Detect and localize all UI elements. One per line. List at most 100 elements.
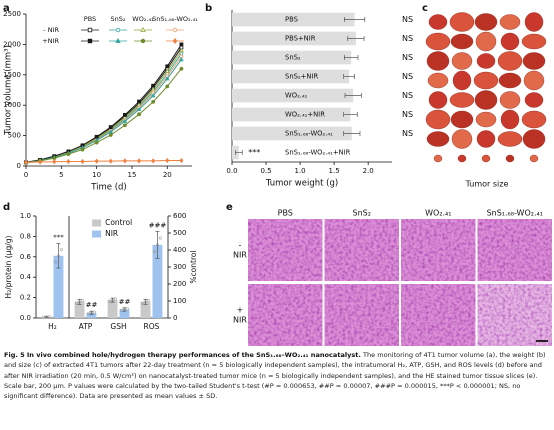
y2-tick-label: 100 xyxy=(173,297,186,305)
sample-dot xyxy=(53,260,58,264)
marker xyxy=(122,158,127,164)
legend-row: +NIR xyxy=(42,37,59,45)
y2-tick-label: 500 xyxy=(173,229,186,237)
bar xyxy=(152,244,163,318)
histology-image xyxy=(401,219,476,281)
marker xyxy=(179,157,184,164)
histology-image xyxy=(477,219,552,281)
y-tick-label: 2500 xyxy=(3,10,21,18)
sample-dot xyxy=(125,307,129,311)
marker xyxy=(137,99,141,104)
sample-dot xyxy=(42,315,46,319)
marker xyxy=(150,87,156,92)
marker xyxy=(179,42,184,47)
bar xyxy=(107,300,118,318)
series-line xyxy=(25,68,182,164)
marker xyxy=(108,125,113,129)
tumor xyxy=(428,14,448,30)
tumor xyxy=(521,33,547,50)
category-label: PBS+NIR xyxy=(285,35,316,43)
tumor xyxy=(505,154,515,163)
legend-column: WO₂.₄₁ xyxy=(132,15,154,23)
histology-image xyxy=(477,284,552,346)
significance: NS xyxy=(402,72,413,81)
panel-label: b xyxy=(205,3,212,14)
tumor xyxy=(500,32,520,51)
row-label: NIR xyxy=(233,316,247,325)
legend-marker xyxy=(87,27,93,33)
tumor xyxy=(524,92,544,108)
bar xyxy=(232,69,350,84)
marker xyxy=(136,106,142,112)
annotation: ## xyxy=(86,301,98,309)
tumor xyxy=(427,72,449,89)
tumor xyxy=(450,110,474,129)
tumor xyxy=(476,53,496,69)
caption-label: Fig. 5 xyxy=(4,351,25,359)
sample-dot xyxy=(47,315,52,319)
marker xyxy=(150,93,156,98)
significance: NS xyxy=(402,15,413,24)
caption-body: The monitoring of 4T1 tumor volume (a), … xyxy=(4,351,546,401)
sample-dot xyxy=(144,300,148,304)
marker xyxy=(151,158,156,164)
tumor xyxy=(529,154,539,163)
annotation: *** xyxy=(53,234,64,242)
panel-label: e xyxy=(226,202,233,213)
bar xyxy=(232,50,352,65)
y-tick-label: 1.0 xyxy=(20,212,31,220)
x-tick-label: 1.5 xyxy=(329,167,340,175)
figure-panels: a b c d e Tumor size 0500100015002000250… xyxy=(3,3,552,346)
x-tick-label: 2.0 xyxy=(363,167,374,175)
histology-image xyxy=(324,284,399,346)
y2-tick-label: 0 xyxy=(173,314,177,322)
significance: *** xyxy=(248,148,260,157)
series-line xyxy=(25,160,182,163)
y2-tick-label: 300 xyxy=(173,263,186,271)
tumor xyxy=(522,52,546,70)
significance: NS xyxy=(402,34,413,43)
column-label: PBS xyxy=(278,209,293,218)
histology-image xyxy=(324,219,399,281)
x-tick-label: 0.5 xyxy=(260,167,271,175)
x-tick-label: 1.0 xyxy=(295,167,306,175)
category-label: SnS₂ xyxy=(285,54,301,62)
marker xyxy=(151,83,156,88)
tumor xyxy=(499,91,521,109)
legend-column: SnS₂ xyxy=(111,15,126,23)
sample-dot xyxy=(122,307,126,312)
sample-dot xyxy=(92,310,96,314)
tumor xyxy=(524,12,544,32)
tumor xyxy=(428,91,448,109)
sample-dot xyxy=(80,299,85,303)
legend-marker xyxy=(140,38,146,44)
annotation: ## xyxy=(119,298,131,306)
tumor xyxy=(450,33,474,50)
sample-dot xyxy=(56,254,61,258)
marker xyxy=(151,99,156,104)
tumor xyxy=(425,32,451,51)
sample-dot xyxy=(86,312,91,316)
bar xyxy=(86,312,97,318)
legend-marker xyxy=(87,38,93,44)
photo-label: Tumor size xyxy=(465,180,509,189)
y-tick-label: 2000 xyxy=(3,40,21,48)
tumor xyxy=(481,154,491,163)
sample-dot xyxy=(119,308,124,312)
sample-dot xyxy=(146,299,151,303)
sample-dot xyxy=(59,248,63,252)
tumor xyxy=(523,70,545,91)
y2-tick-label: 200 xyxy=(173,280,186,288)
y-tick-label: 0 xyxy=(17,162,21,170)
legend-swatch xyxy=(92,219,102,227)
sample-dot xyxy=(78,300,82,304)
marker xyxy=(179,56,184,62)
series-line xyxy=(25,47,182,163)
sample-dot xyxy=(108,299,112,303)
legend-marker xyxy=(172,27,178,33)
marker xyxy=(165,64,170,69)
bar xyxy=(232,31,356,46)
x-tick-label: GSH xyxy=(110,322,126,331)
tumor xyxy=(499,14,521,30)
